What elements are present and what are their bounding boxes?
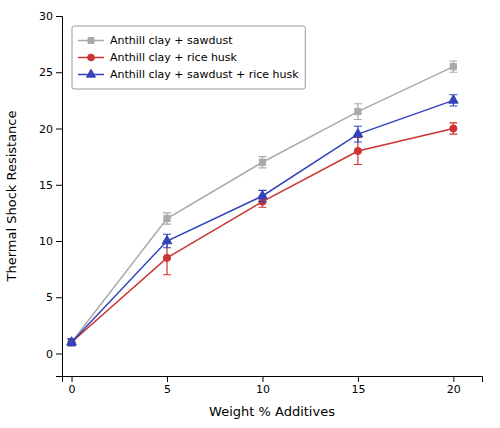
tick: 25 bbox=[39, 66, 62, 79]
marker bbox=[258, 190, 268, 198]
tick-label: 15 bbox=[351, 383, 365, 396]
tick: 20 bbox=[447, 376, 461, 396]
plot: 0 5 10 15 20 0 5 10 15 20 25 30 Anthill clay + sawdu… bbox=[39, 10, 483, 396]
tick-mark bbox=[56, 241, 62, 242]
tick-mark bbox=[262, 376, 263, 382]
legend-label: Anthill clay + sawdust bbox=[110, 34, 233, 47]
legend-item: Anthill clay + sawdust bbox=[78, 34, 233, 47]
axis-line bbox=[56, 17, 63, 377]
marker bbox=[355, 108, 361, 114]
tick-mark bbox=[453, 376, 454, 382]
error-bar bbox=[449, 95, 457, 106]
tick: 0 bbox=[69, 376, 76, 396]
series bbox=[68, 123, 458, 346]
tick-mark bbox=[167, 376, 168, 382]
legend-label: Anthill clay + rice husk bbox=[110, 51, 238, 64]
error-bar bbox=[449, 61, 457, 72]
chart: 0 5 10 15 20 0 5 10 15 20 25 30 Anthill clay + sawdu… bbox=[0, 0, 500, 428]
line bbox=[72, 129, 454, 343]
line bbox=[72, 100, 454, 342]
marker bbox=[67, 337, 77, 345]
legend-item: Anthill clay + rice husk bbox=[78, 51, 238, 64]
error-bar bbox=[449, 123, 457, 134]
marker bbox=[354, 147, 361, 154]
y-axis: 0 5 10 15 20 25 30 bbox=[39, 10, 63, 376]
legend-marker bbox=[88, 54, 95, 61]
marks bbox=[67, 61, 458, 346]
legend-marker bbox=[86, 69, 95, 77]
axis-line bbox=[63, 377, 483, 383]
tick-label: 5 bbox=[164, 383, 171, 396]
x-axis: 0 5 10 15 20 bbox=[63, 376, 483, 396]
tick: 5 bbox=[164, 376, 171, 396]
tick-mark bbox=[56, 354, 62, 355]
tick-label: 15 bbox=[39, 179, 53, 192]
tick-label: 0 bbox=[46, 348, 53, 361]
marker bbox=[450, 63, 456, 69]
tick: 20 bbox=[39, 123, 62, 136]
tick-mark bbox=[358, 376, 359, 382]
marker bbox=[164, 215, 170, 221]
error-bar bbox=[354, 126, 362, 142]
tick-mark bbox=[56, 297, 62, 298]
tick-label: 10 bbox=[39, 235, 53, 248]
x-axis-title: Weight % Additives bbox=[209, 404, 335, 419]
marker bbox=[163, 254, 170, 261]
tick: 10 bbox=[39, 235, 62, 248]
series bbox=[68, 61, 458, 346]
tick-label: 5 bbox=[46, 291, 53, 304]
tick-label: 10 bbox=[256, 383, 270, 396]
error-bar bbox=[354, 104, 362, 120]
marker bbox=[450, 125, 457, 132]
legend-box bbox=[72, 26, 305, 89]
legend-item: Anthill clay + sawdust + rice husk bbox=[78, 68, 299, 81]
tick-mark bbox=[56, 185, 62, 186]
tick: 15 bbox=[351, 376, 365, 396]
marker bbox=[162, 235, 172, 243]
error-bar bbox=[163, 213, 171, 224]
tick-mark bbox=[56, 129, 62, 130]
tick-label: 20 bbox=[447, 383, 461, 396]
legend: Anthill clay + sawdust Anthill clay + ric… bbox=[72, 26, 305, 89]
tick-mark bbox=[72, 376, 73, 382]
marker bbox=[449, 95, 459, 103]
tick-mark bbox=[56, 16, 62, 17]
tick: 30 bbox=[39, 10, 62, 23]
error-bar bbox=[163, 234, 171, 248]
tick-mark bbox=[56, 72, 62, 73]
marker bbox=[353, 129, 363, 137]
error-bar bbox=[258, 157, 266, 168]
tick: 10 bbox=[256, 376, 270, 396]
series bbox=[67, 95, 458, 346]
tick: 0 bbox=[46, 348, 62, 361]
line bbox=[72, 67, 454, 343]
legend-marker bbox=[88, 38, 94, 44]
tick: 15 bbox=[39, 179, 62, 192]
tick-label: 0 bbox=[69, 383, 76, 396]
marker bbox=[259, 159, 265, 165]
legend-label: Anthill clay + sawdust + rice husk bbox=[110, 68, 299, 81]
tick-label: 30 bbox=[39, 10, 53, 23]
tick-label: 20 bbox=[39, 123, 53, 136]
y-axis-title: Thermal Shock Resistance bbox=[4, 111, 19, 283]
tick-label: 25 bbox=[39, 66, 53, 79]
tick: 5 bbox=[46, 291, 62, 304]
error-bar bbox=[258, 190, 266, 201]
